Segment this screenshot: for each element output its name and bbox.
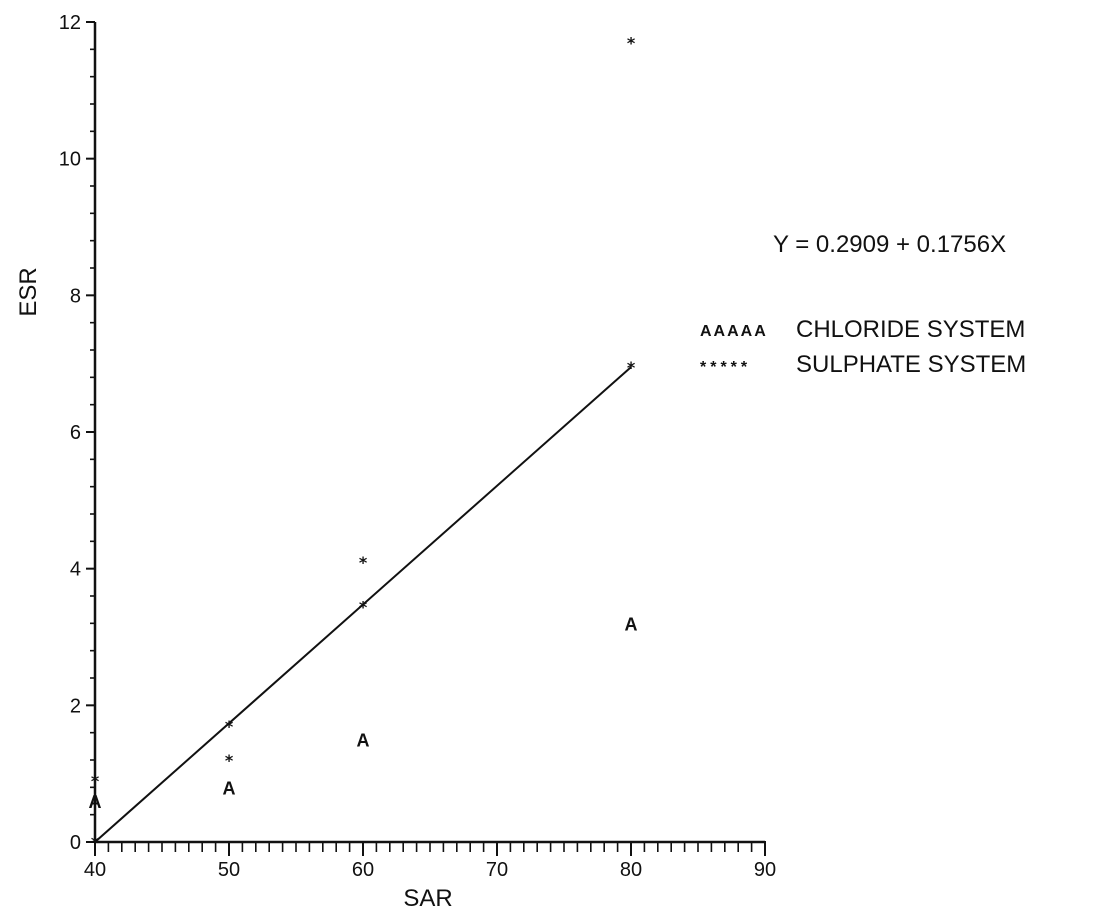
axes: [93, 22, 765, 844]
y-tick-label: 10: [59, 149, 81, 171]
chloride-point: A: [625, 614, 638, 634]
x-tick-label: 60: [352, 859, 374, 881]
y-tick-label: 12: [59, 12, 81, 34]
y-tick-label: 2: [70, 695, 81, 717]
legend-label-sulphate: SULPHATE SYSTEM: [796, 351, 1026, 378]
chloride-point: A: [223, 778, 236, 798]
legend-label-chloride: CHLORIDE SYSTEM: [796, 316, 1025, 343]
data-points: AAAA****: [89, 34, 638, 813]
legend-marker-chloride: AAAAA: [700, 323, 768, 340]
y-tick-label: 6: [70, 422, 81, 444]
legend: AAAAA CHLORIDE SYSTEM ***** SULPHATE SYS…: [700, 316, 1026, 378]
y-tick-label: 4: [70, 559, 81, 581]
regression-point-marker: *: [359, 597, 368, 616]
regression-equation: Y = 0.2909 + 0.1756X: [773, 231, 1006, 258]
regression-line: [94, 366, 632, 843]
x-tick-label: 70: [486, 859, 508, 881]
chloride-point: A: [89, 792, 102, 812]
sulphate-point: *: [225, 751, 234, 770]
chloride-point: A: [357, 731, 370, 751]
regression-point-marker: *: [91, 833, 100, 852]
x-tick-label: 40: [84, 859, 106, 881]
legend-marker-sulphate: *****: [700, 359, 751, 376]
sulphate-point: *: [359, 553, 368, 572]
regression-point-marker: *: [225, 717, 234, 736]
y-tick-label: 8: [70, 285, 81, 307]
regression-point-marker: *: [627, 358, 636, 377]
regression: * * * *: [91, 358, 636, 852]
x-tick-label: 80: [620, 859, 642, 881]
x-tick-label: 50: [218, 859, 240, 881]
y-axis-title: ESR: [15, 267, 42, 316]
x-axis-title: SAR: [403, 885, 452, 912]
sulphate-point: *: [627, 34, 636, 53]
sulphate-point: *: [91, 772, 100, 791]
ticks: 0 2 4 6 8 10 12 40 50 60 70 80 90: [59, 12, 776, 881]
x-tick-label: 90: [754, 859, 776, 881]
y-tick-label: 0: [70, 832, 81, 854]
